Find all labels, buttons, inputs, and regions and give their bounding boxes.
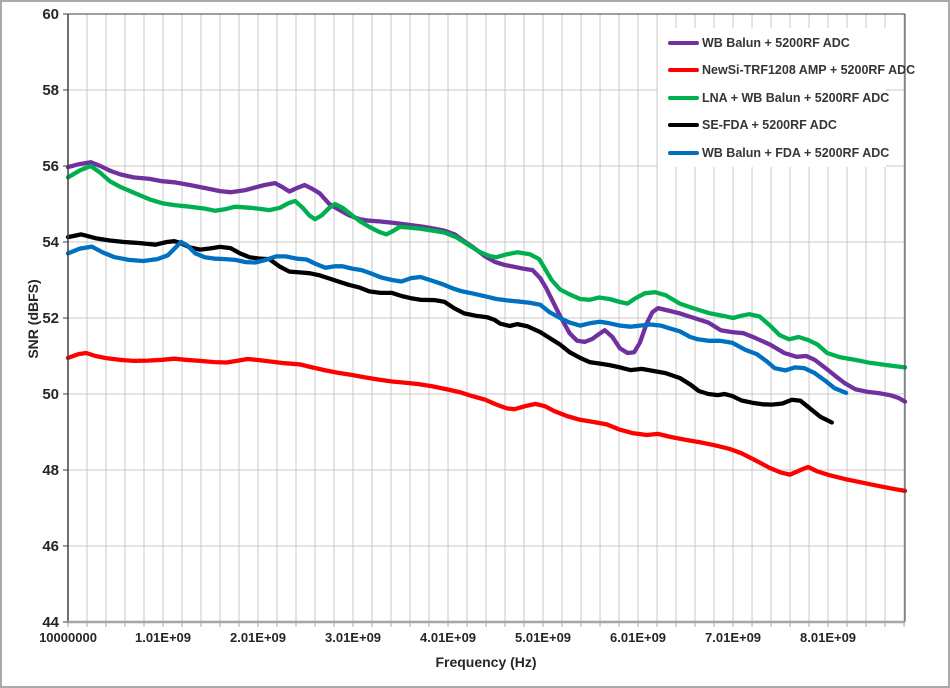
series-line-4 xyxy=(65,232,834,425)
y-axis-title: SNR (dBFS) xyxy=(25,279,41,358)
legend-line-swatch xyxy=(668,68,699,73)
legend-line-swatch xyxy=(668,40,699,45)
y-tick-label: 46 xyxy=(42,538,59,555)
legend-line-swatch xyxy=(668,95,699,100)
legend-item: SE-FDA + 5200RF ADC xyxy=(658,112,886,140)
y-tick-label: 58 xyxy=(42,82,59,99)
legend-item: LNA + WB Balun + 5200RF ADC xyxy=(658,84,890,112)
y-tick-label: 52 xyxy=(42,310,59,327)
x-tick-label: 4.01E+09 xyxy=(420,630,476,645)
x-tick-label: 10000000 xyxy=(39,630,97,645)
x-tick-label: 5.01E+09 xyxy=(515,630,571,645)
gridlines xyxy=(68,14,905,622)
x-tick-label: 7.01E+09 xyxy=(705,630,761,645)
series-line-5 xyxy=(65,239,849,396)
legend-line-swatch xyxy=(668,123,699,128)
legend-label: WB Balun + FDA + 5200RF ADC xyxy=(702,145,890,160)
series-line-3 xyxy=(65,163,908,370)
legend-item: WB Balun + 5200RF ADC xyxy=(658,29,886,57)
tick-labels: 44 46 48 50 52 54 56 58 60 10000000 1.01E+09 2.01E+… xyxy=(39,6,856,645)
series-lines xyxy=(65,160,908,494)
legend-item: WB Balun + FDA + 5200RF ADC xyxy=(658,139,890,167)
x-axis-title: Frequency (Hz) xyxy=(435,654,536,670)
x-tick-label: 3.01E+09 xyxy=(325,630,381,645)
legend-label: NewSi-TRF1208 AMP + 5200RF ADC xyxy=(702,63,916,78)
y-tick-label: 48 xyxy=(42,462,59,479)
legend-label: LNA + WB Balun + 5200RF ADC xyxy=(702,90,890,105)
axes xyxy=(63,13,906,627)
y-tick-label: 44 xyxy=(42,614,59,631)
x-tick-label: 6.01E+09 xyxy=(610,630,666,645)
series-line-1 xyxy=(65,160,908,404)
y-tick-label: 60 xyxy=(42,6,59,23)
x-tick-label: 1.01E+09 xyxy=(135,630,191,645)
series-line-2 xyxy=(65,350,908,494)
legend-label: SE-FDA + 5200RF ADC xyxy=(702,118,837,133)
legend-line-swatch xyxy=(668,150,699,155)
y-tick-label: 54 xyxy=(42,234,59,251)
legend-item: NewSi-TRF1208 AMP + 5200RF ADC xyxy=(658,57,915,85)
y-tick-label: 56 xyxy=(42,158,59,175)
legend: WB Balun + 5200RF ADC NewSi-TRF1208 AMP +… xyxy=(658,28,915,167)
y-tick-label: 50 xyxy=(42,386,59,403)
legend-label: WB Balun + 5200RF ADC xyxy=(702,35,850,50)
x-tick-label: 8.01E+09 xyxy=(800,630,856,645)
x-tick-label: 2.01E+09 xyxy=(230,630,286,645)
